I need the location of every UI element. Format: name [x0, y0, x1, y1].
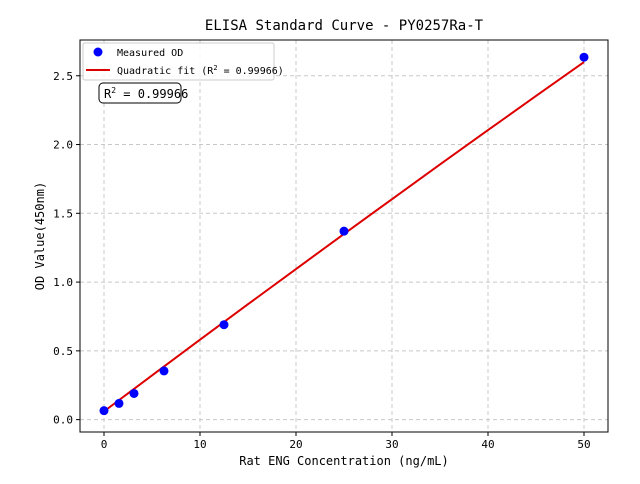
annotation-box: [98, 82, 182, 104]
y-tick-label: 0.0: [53, 414, 73, 427]
data-point: [159, 366, 169, 376]
fit-series: [103, 61, 585, 413]
data-point: [114, 398, 124, 408]
r-squared-annotation: R2 = 0.99966: [98, 82, 188, 104]
legend-box: [82, 42, 275, 81]
measured-series: [99, 52, 589, 416]
data-point: [129, 388, 139, 398]
y-axis-label: OD Value(450nm): [33, 182, 47, 290]
plot-frame: [79, 39, 609, 433]
y-tick-label: 2.5: [53, 70, 73, 83]
annotation-text: R2 = 0.99966: [104, 86, 188, 101]
y-tick-label: 1.0: [53, 276, 73, 289]
x-tick-label: 20: [289, 438, 302, 451]
x-tick-label: 50: [577, 438, 590, 451]
fit-line: [103, 61, 585, 413]
data-point: [579, 52, 589, 62]
x-tick-label: 10: [193, 438, 206, 451]
data-point: [219, 320, 229, 330]
legend: Measured OD Quadratic fit (R2 = 0.99966): [82, 42, 284, 81]
x-tick-label: 30: [385, 438, 398, 451]
y-tick-label: 2.0: [53, 139, 73, 152]
chart-title: ELISA Standard Curve - PY0257Ra-T: [205, 18, 484, 34]
data-point: [339, 226, 349, 236]
legend-label-fit: Quadratic fit (R2 = 0.99966): [117, 64, 284, 77]
y-tick-label: 0.5: [53, 345, 73, 358]
data-point: [99, 406, 109, 416]
legend-label-measured: Measured OD: [117, 48, 183, 59]
x-axis-ticks: 0 10 20 30 40 50: [101, 432, 591, 451]
x-tick-label: 40: [481, 438, 494, 451]
y-axis-ticks: 0.0 0.5 1.0 1.5 2.0 2.5: [53, 70, 80, 427]
y-tick-label: 1.5: [53, 207, 73, 220]
legend-marker-measured: [93, 47, 103, 57]
x-tick-label: 0: [101, 438, 108, 451]
x-axis-label: Rat ENG Concentration (ng/mL): [239, 454, 449, 468]
